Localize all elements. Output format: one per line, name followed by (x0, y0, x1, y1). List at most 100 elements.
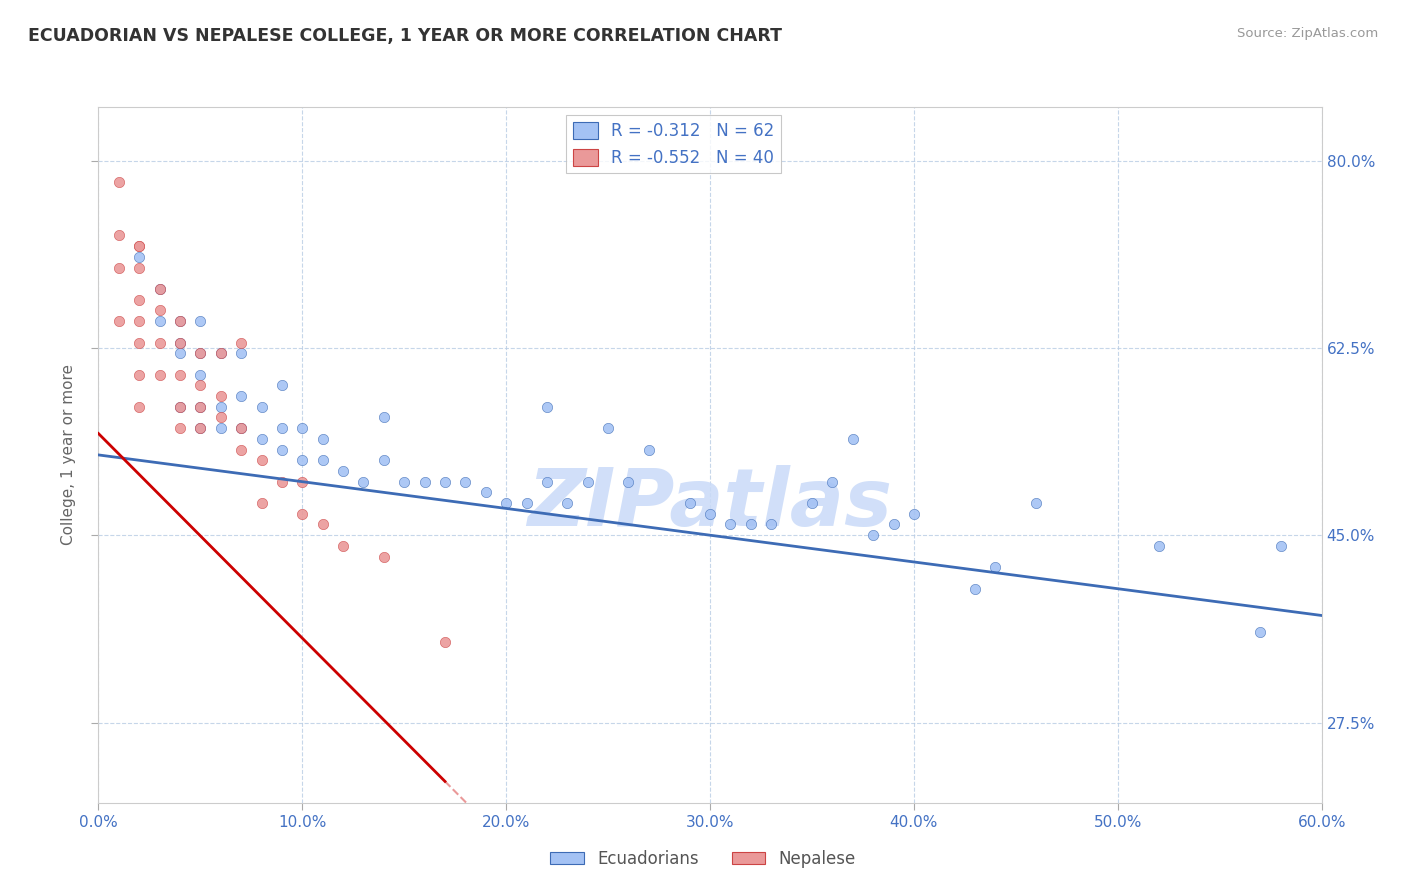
Point (128, 293, 150, 307)
Point (128, 335, 150, 350)
Point (108, 260, 131, 275)
Point (209, 346, 232, 360)
Point (270, 442, 294, 457)
Point (209, 400, 232, 414)
Point (270, 421, 294, 435)
Point (821, 475, 844, 489)
Point (209, 410, 232, 425)
Point (169, 346, 191, 360)
Point (209, 389, 232, 403)
Point (679, 496, 702, 510)
Point (1147, 539, 1170, 553)
Point (740, 517, 762, 532)
Point (413, 475, 436, 489)
Point (1025, 496, 1047, 510)
Point (332, 464, 354, 478)
Point (250, 453, 273, 467)
Point (209, 421, 232, 435)
Point (557, 496, 579, 510)
Point (149, 282, 172, 296)
Point (883, 517, 905, 532)
Point (434, 635, 457, 649)
Legend: Ecuadorians, Nepalese: Ecuadorians, Nepalese (544, 844, 862, 875)
Point (1249, 624, 1271, 639)
Point (188, 421, 212, 435)
Point (903, 507, 925, 521)
Text: ZIPatlas: ZIPatlas (527, 465, 893, 542)
Point (352, 475, 374, 489)
Point (108, 175, 131, 189)
Point (149, 335, 172, 350)
Point (312, 517, 335, 532)
Point (149, 368, 172, 382)
Point (536, 475, 558, 489)
Point (188, 421, 212, 435)
Point (188, 400, 212, 414)
Point (209, 346, 232, 360)
Point (617, 475, 640, 489)
Point (576, 475, 599, 489)
Point (188, 400, 212, 414)
Point (434, 475, 457, 489)
Point (128, 260, 150, 275)
Point (188, 346, 212, 360)
Point (169, 314, 191, 328)
Point (128, 239, 150, 253)
Point (332, 539, 354, 553)
Point (250, 432, 273, 446)
Text: Source: ZipAtlas.com: Source: ZipAtlas.com (1237, 27, 1378, 40)
Point (169, 314, 191, 328)
Point (291, 421, 314, 435)
Point (128, 368, 150, 382)
Point (231, 421, 253, 435)
Point (495, 496, 517, 510)
Text: ECUADORIAN VS NEPALESE COLLEGE, 1 YEAR OR MORE CORRELATION CHART: ECUADORIAN VS NEPALESE COLLEGE, 1 YEAR O… (28, 27, 782, 45)
Point (984, 560, 1007, 574)
Point (862, 528, 884, 542)
Point (231, 389, 253, 403)
Point (801, 496, 824, 510)
Point (516, 496, 538, 510)
Point (291, 453, 314, 467)
Point (312, 432, 335, 446)
Point (373, 410, 395, 425)
Point (250, 496, 273, 510)
Point (250, 400, 273, 414)
Point (638, 442, 661, 457)
Point (536, 400, 558, 414)
Point (720, 517, 742, 532)
Point (270, 378, 294, 392)
Point (373, 453, 395, 467)
Y-axis label: College, 1 year or more: College, 1 year or more (60, 365, 76, 545)
Point (231, 346, 253, 360)
Point (699, 507, 721, 521)
Point (231, 335, 253, 350)
Point (188, 378, 212, 392)
Point (841, 432, 863, 446)
Point (108, 228, 131, 243)
Point (231, 421, 253, 435)
Point (965, 582, 987, 596)
Point (188, 368, 212, 382)
Point (169, 400, 191, 414)
Point (270, 475, 294, 489)
Point (1270, 539, 1292, 553)
Point (392, 475, 416, 489)
Point (169, 400, 191, 414)
Point (188, 346, 212, 360)
Point (169, 421, 191, 435)
Point (128, 250, 150, 264)
Point (108, 314, 131, 328)
Point (598, 421, 620, 435)
Point (454, 475, 477, 489)
Point (169, 335, 191, 350)
Point (291, 507, 314, 521)
Point (231, 442, 253, 457)
Point (128, 239, 150, 253)
Point (149, 314, 172, 328)
Point (291, 475, 314, 489)
Point (169, 335, 191, 350)
Point (149, 303, 172, 318)
Point (149, 282, 172, 296)
Point (312, 453, 335, 467)
